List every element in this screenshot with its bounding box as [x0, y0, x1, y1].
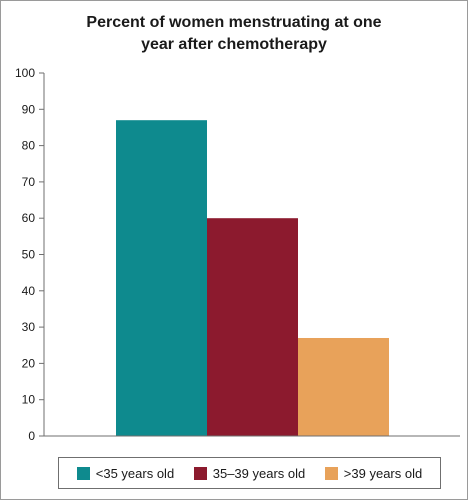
bars [116, 120, 389, 436]
y-tick-label: 30 [22, 320, 36, 334]
legend-item-over-39: >39 years old [324, 465, 423, 481]
y-tick-label: 90 [22, 102, 36, 116]
legend-label-35-39: 35–39 years old [212, 465, 306, 481]
y-tick-label: 70 [22, 175, 36, 189]
y-axis-ticks: 0 10 20 30 40 50 60 70 80 90 100 [15, 66, 44, 443]
legend-swatch-35-39 [193, 466, 207, 480]
legend-swatch-over-39 [324, 466, 338, 480]
y-tick-label: 100 [15, 66, 35, 80]
y-tick-label: 0 [28, 429, 35, 443]
chart-title-line-2: year after chemotherapy [141, 36, 327, 53]
y-tick-label: 40 [22, 284, 36, 298]
chart-title-line-1: Percent of women menstruating at one [86, 14, 382, 31]
bar-1 [207, 218, 298, 436]
y-tick-label: 50 [22, 248, 36, 262]
legend: <35 years old 35–39 years old >39 years … [58, 457, 441, 489]
y-tick-label: 10 [22, 393, 36, 407]
bar-0 [116, 120, 207, 436]
legend-swatch-under-35 [76, 466, 90, 480]
y-tick-label: 20 [22, 356, 36, 370]
bar-2 [298, 337, 389, 436]
legend-item-under-35: <35 years old [76, 465, 175, 481]
legend-label-over-39: >39 years old [343, 465, 423, 481]
y-tick-label: 80 [22, 139, 36, 153]
y-tick-label: 60 [22, 211, 36, 225]
chart-title: Percent of women menstruating at one yea… [0, 12, 468, 56]
legend-item-35-39: 35–39 years old [193, 465, 306, 481]
legend-label-under-35: <35 years old [95, 465, 175, 481]
